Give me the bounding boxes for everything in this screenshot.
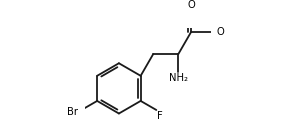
Text: Br: Br [67, 107, 78, 117]
Text: O: O [217, 27, 224, 37]
Text: O: O [187, 0, 195, 10]
Text: F: F [157, 111, 163, 120]
Text: NH₂: NH₂ [169, 73, 188, 83]
